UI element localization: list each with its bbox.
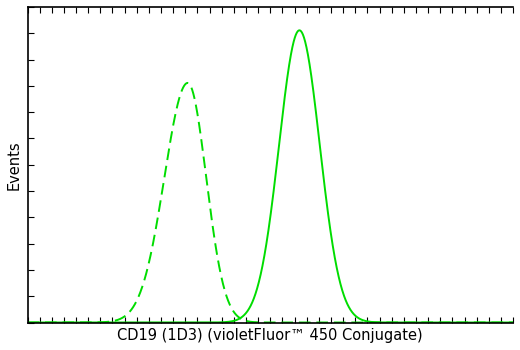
Y-axis label: Events: Events (7, 140, 22, 190)
X-axis label: CD19 (1D3) (violetFluor™ 450 Conjugate): CD19 (1D3) (violetFluor™ 450 Conjugate) (118, 328, 423, 343)
